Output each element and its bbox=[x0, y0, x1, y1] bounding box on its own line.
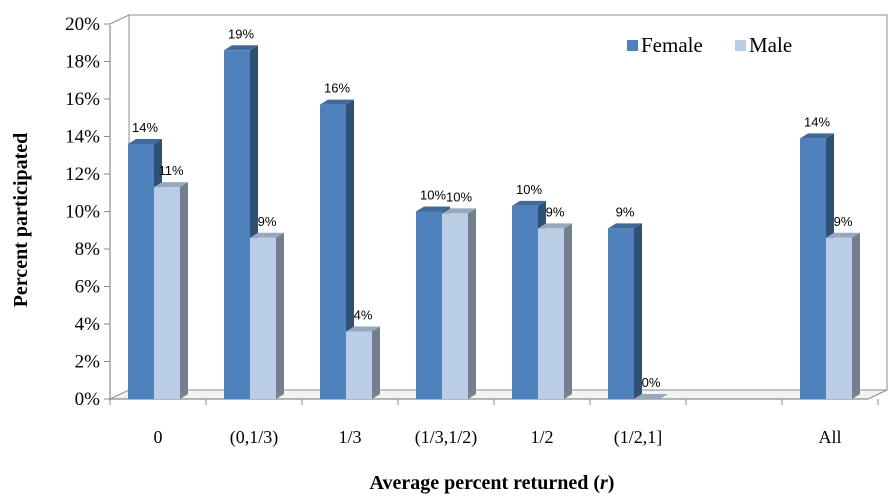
bar-side-face bbox=[180, 182, 188, 399]
x-axis-title-close: ) bbox=[608, 472, 615, 494]
bar-top-face bbox=[154, 182, 188, 188]
bar-male bbox=[826, 232, 860, 399]
y-tick-label: 0% bbox=[75, 389, 101, 410]
bar-side-face bbox=[852, 232, 860, 399]
bar-front-face bbox=[826, 237, 852, 399]
bar-top-face bbox=[320, 99, 354, 105]
bar-front-face bbox=[320, 104, 346, 399]
data-label: 14% bbox=[804, 114, 830, 129]
bar-top-face bbox=[346, 326, 380, 332]
bar-top-face bbox=[250, 232, 284, 238]
data-label: 9% bbox=[616, 204, 635, 219]
bar-male bbox=[442, 208, 476, 399]
bar-side-face bbox=[634, 223, 642, 399]
bar-side-face bbox=[372, 326, 380, 399]
bar-side-face bbox=[346, 99, 354, 399]
data-label: 10% bbox=[420, 188, 446, 203]
x-axis-ticks: 0 (0,1/3) 1/3 (1/3,1/2) 1/2 (1/2,1] All bbox=[109, 399, 879, 448]
bar-top-face bbox=[538, 223, 572, 229]
legend-label-male: Male bbox=[749, 33, 792, 57]
bars bbox=[128, 45, 860, 399]
x-tick-label: 1/3 bbox=[338, 427, 361, 447]
bar-front-face bbox=[442, 213, 468, 399]
y-tick-label: 2% bbox=[75, 352, 101, 373]
data-label: 16% bbox=[324, 81, 350, 96]
bar-front-face bbox=[346, 331, 372, 399]
bar-front-face bbox=[512, 205, 538, 399]
bar-female bbox=[320, 99, 354, 399]
bar-top-face bbox=[416, 206, 450, 212]
x-axis-title-main: Average percent returned ( bbox=[370, 472, 601, 494]
bar-front-face bbox=[128, 144, 154, 399]
bar-front-face bbox=[608, 228, 634, 399]
legend-swatch-male bbox=[735, 40, 746, 51]
bar-top-face bbox=[800, 133, 834, 139]
y-tick-label: 20% bbox=[65, 14, 100, 35]
legend-label-female: Female bbox=[641, 33, 703, 57]
bar-top-face bbox=[128, 139, 162, 144]
x-tick-label: 1/2 bbox=[530, 427, 553, 447]
y-tick-label: 12% bbox=[65, 164, 100, 185]
x-tick-label: (0,1/3) bbox=[230, 427, 279, 448]
x-tick-label: All bbox=[818, 427, 841, 447]
y-tick-label: 16% bbox=[65, 89, 100, 110]
legend: Female Male bbox=[627, 33, 792, 57]
bar-top-face bbox=[512, 200, 546, 206]
x-tick-label: (1/3,1/2) bbox=[415, 427, 478, 448]
bar-top-face bbox=[826, 232, 860, 238]
bar-front-face bbox=[154, 187, 180, 399]
data-label: 9% bbox=[258, 214, 277, 229]
bar-male bbox=[634, 394, 668, 399]
bar-front-face bbox=[250, 237, 276, 399]
x-axis-title: Average percent returned (r) bbox=[370, 472, 615, 494]
bar-front-face bbox=[800, 138, 826, 399]
data-label: 10% bbox=[516, 182, 542, 197]
data-label: 19% bbox=[228, 26, 254, 41]
y-tick-label: 18% bbox=[65, 52, 100, 73]
bar-top-face bbox=[224, 45, 258, 51]
y-axis-title: Percent participated bbox=[10, 133, 32, 308]
bar-front-face bbox=[538, 228, 564, 399]
bar-top-face bbox=[634, 394, 668, 399]
bar-male bbox=[538, 223, 572, 399]
bar-female bbox=[608, 223, 642, 399]
bar-male bbox=[154, 182, 188, 399]
data-labels: 14%11%19%9%16%4%10% 10% 10%9% 9%0%14%9% bbox=[132, 26, 853, 390]
data-label: 9% bbox=[834, 214, 853, 229]
x-tick-label: (1/2,1] bbox=[614, 427, 663, 448]
data-label: 10% bbox=[446, 189, 472, 204]
bar-top-face bbox=[442, 208, 476, 214]
y-tick-label: 8% bbox=[75, 239, 101, 260]
bar-side-face bbox=[468, 208, 476, 399]
y-tick-label: 14% bbox=[65, 127, 100, 148]
bar-male bbox=[250, 232, 284, 399]
bar-top-face bbox=[608, 223, 642, 229]
y-tick-label: 10% bbox=[65, 202, 100, 223]
x-axis-title-variable: r bbox=[600, 472, 608, 494]
x-tick-label: 0 bbox=[154, 427, 163, 447]
y-axis-ticks: 0% 2% 4% 6% 8% 10% 12% 14% 16% 18% 20% bbox=[65, 14, 110, 410]
y-tick-label: 4% bbox=[75, 314, 101, 335]
side-wall-edge bbox=[109, 14, 130, 25]
bar-side-face bbox=[564, 223, 572, 399]
y-tick-label: 6% bbox=[75, 277, 101, 298]
bar-male bbox=[346, 326, 380, 399]
bar-front-face bbox=[224, 50, 250, 399]
bar-side-face bbox=[276, 232, 284, 399]
data-label: 11% bbox=[158, 163, 183, 178]
legend-swatch-female bbox=[627, 40, 638, 51]
data-label: 4% bbox=[354, 308, 373, 323]
data-label: 0% bbox=[642, 375, 661, 390]
data-label: 9% bbox=[546, 204, 565, 219]
data-label: 14% bbox=[132, 120, 158, 135]
bar-front-face bbox=[416, 211, 442, 399]
